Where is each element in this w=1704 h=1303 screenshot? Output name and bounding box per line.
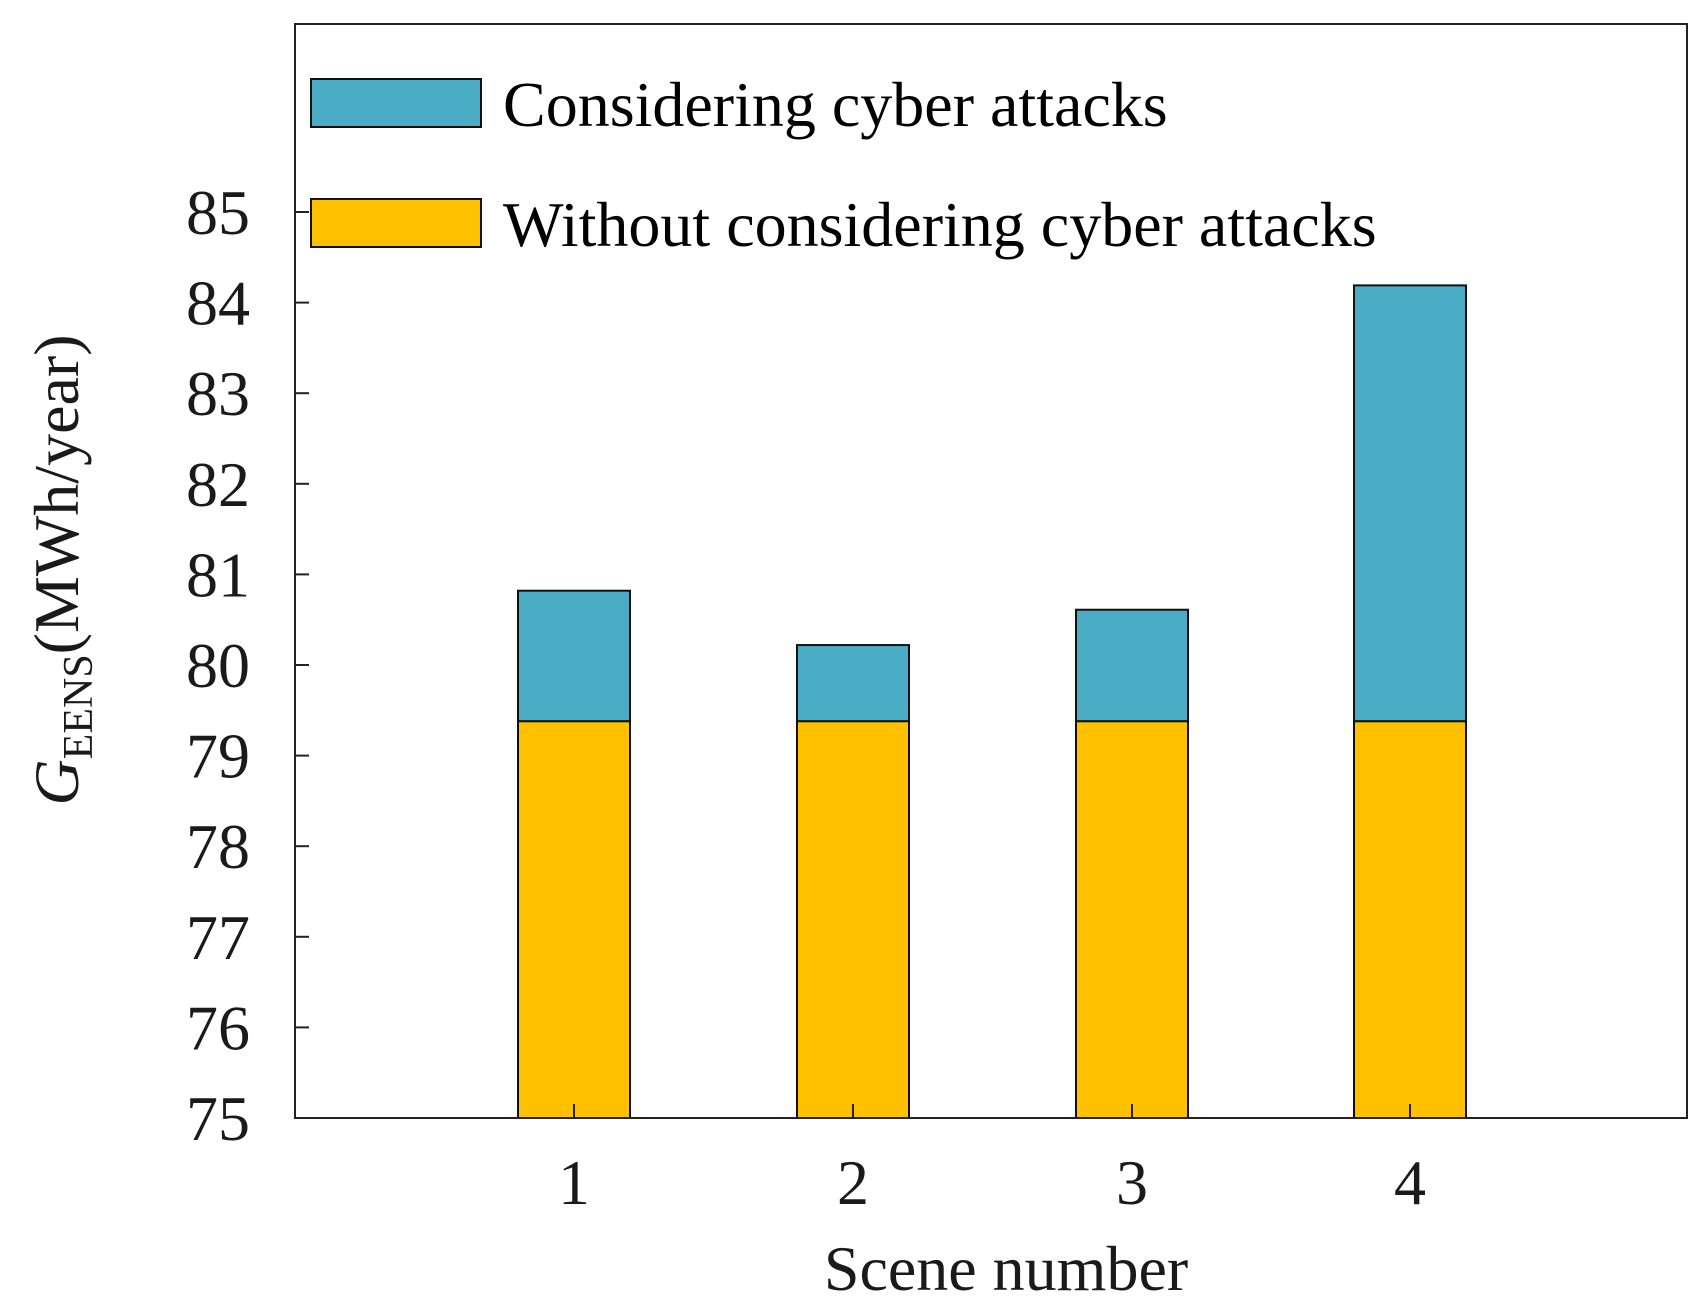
x-tick-label: 1 [558, 1147, 590, 1218]
y-axis-subscript: EENS [56, 654, 102, 759]
y-tick-label: 82 [186, 449, 250, 520]
bars-layer [517, 284, 1467, 1119]
bar-without-cyber-attacks-scene-2 [796, 720, 910, 1119]
y-tick-label: 84 [186, 268, 250, 339]
bar-with-cyber-attacks-scene-2 [796, 644, 910, 723]
bar-without-cyber-attacks-scene-1 [517, 720, 631, 1119]
x-tick-label: 3 [1116, 1147, 1148, 1218]
y-axis-unit: (MWh/year) [21, 334, 92, 654]
y-axis-symbol: G [21, 759, 92, 805]
y-tick-label: 79 [186, 721, 250, 792]
y-tick-label: 77 [186, 902, 250, 973]
bar-without-cyber-attacks-scene-4 [1353, 720, 1467, 1119]
y-axis-title: GEENS(MWh/year) [21, 334, 102, 805]
legend: Considering cyber attacks Without conside… [310, 69, 1377, 260]
y-tick-label: 81 [186, 539, 250, 610]
bar-with-cyber-attacks-scene-1 [517, 589, 631, 723]
y-tick-label: 83 [186, 358, 250, 429]
y-tick-label: 76 [186, 992, 250, 1063]
y-tick-label: 78 [186, 811, 250, 882]
y-tick-label: 75 [186, 1083, 250, 1154]
x-axis-title: Scene number [824, 1233, 1188, 1303]
legend-label: Considering cyber attacks [503, 69, 1168, 140]
legend-swatch [310, 198, 482, 248]
bar-without-cyber-attacks-scene-3 [1075, 720, 1189, 1119]
y-tick-label: 85 [186, 177, 250, 248]
bar-with-cyber-attacks-scene-3 [1075, 608, 1189, 723]
x-tick-label: 4 [1394, 1147, 1426, 1218]
y-tick-label: 80 [186, 630, 250, 701]
bar-with-cyber-attacks-scene-4 [1353, 284, 1467, 723]
x-tick-label: 2 [837, 1147, 869, 1218]
legend-swatch [310, 78, 482, 128]
ticks-layer: 75 76 77 78 79 80 81 82 83 84 85 1 2 3 4 [186, 177, 1426, 1218]
legend-label: Without considering cyber attacks [503, 189, 1377, 260]
plot-frame [294, 23, 1688, 1119]
